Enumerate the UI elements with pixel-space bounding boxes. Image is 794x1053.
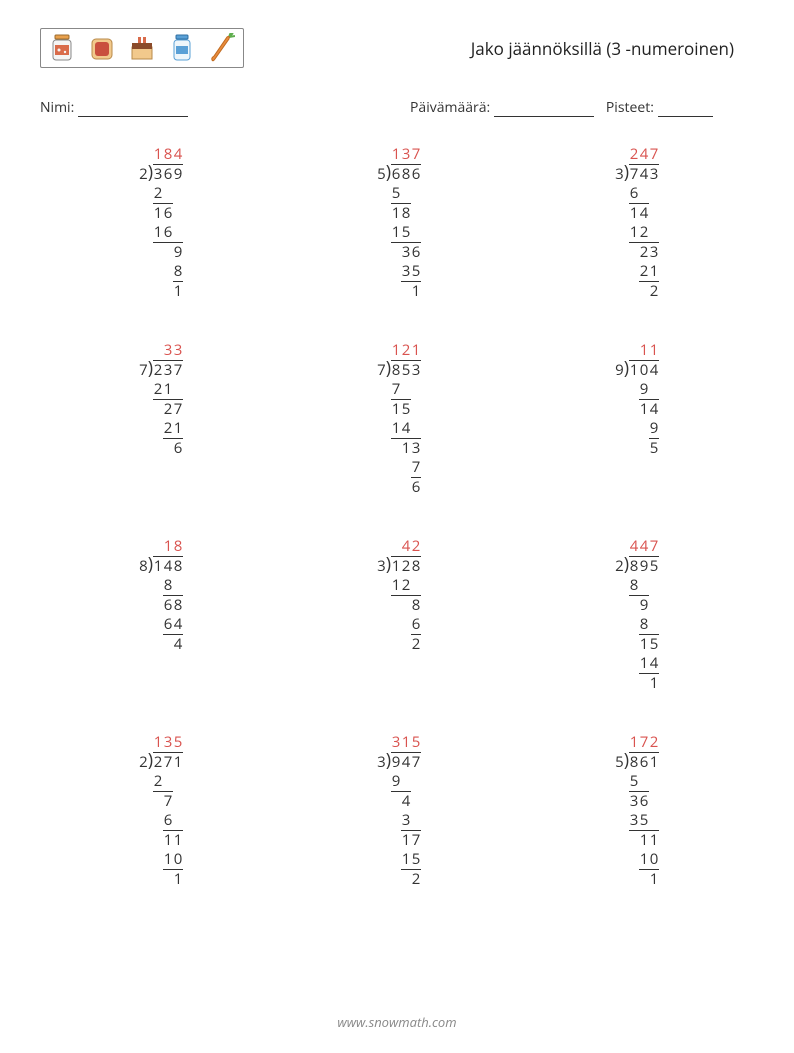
footer-url: www.snowmath.com (0, 1013, 794, 1031)
division-problem: 423)12812862 (278, 537, 516, 693)
icon-row (40, 28, 244, 68)
long-division: 1725)8615363511101 (611, 733, 659, 889)
long-division: 423)12812862 (373, 537, 421, 693)
division-problem: 1725)8615363511101 (516, 733, 754, 889)
blue-jar-icon (169, 33, 195, 63)
score-label: Pisteet: (606, 98, 654, 117)
division-problem: 2473)7436141223212 (516, 145, 754, 301)
date-field: Päivämäärä: (410, 98, 594, 117)
date-label: Päivämäärä: (410, 98, 490, 117)
long-division: 4472)89589815141 (611, 537, 659, 693)
jar-icon (49, 33, 75, 63)
date-blank[interactable] (494, 102, 594, 117)
long-division: 1842)36921616981 (135, 145, 183, 301)
score-field: Pisteet: (606, 98, 713, 117)
long-division: 1217)853715141376 (373, 341, 421, 497)
score-blank[interactable] (658, 102, 713, 117)
division-problem: 4472)89589815141 (516, 537, 754, 693)
name-label: Nimi: (40, 98, 74, 117)
division-problem: 1352)27127611101 (40, 733, 278, 889)
info-row: Nimi: Päivämäärä: Pisteet: (40, 98, 754, 117)
worksheet-title: Jako jäännöksillä (3 -numeroinen) (471, 37, 734, 60)
header: Jako jäännöksillä (3 -numeroinen) (40, 24, 754, 72)
long-division: 2473)7436141223212 (611, 145, 659, 301)
long-division: 3153)94794317152 (373, 733, 421, 889)
division-problem: 188)148868644 (40, 537, 278, 693)
long-division: 188)148868644 (135, 537, 183, 693)
long-division: 119)10491495 (611, 341, 659, 497)
long-division: 1375)6865181536351 (373, 145, 421, 301)
division-problem: 1842)36921616981 (40, 145, 278, 301)
cake-icon (129, 33, 155, 63)
division-problem: 337)2372127216 (40, 341, 278, 497)
division-problem: 1217)853715141376 (278, 341, 516, 497)
worksheet-page: Jako jäännöksillä (3 -numeroinen) Nimi: … (0, 0, 794, 1053)
name-blank[interactable] (78, 102, 188, 117)
carrot-icon (209, 33, 235, 63)
division-problem: 119)10491495 (516, 341, 754, 497)
name-field: Nimi: (40, 98, 410, 117)
division-problem: 1375)6865181536351 (278, 145, 516, 301)
division-problem: 3153)94794317152 (278, 733, 516, 889)
bread-icon (89, 33, 115, 63)
long-division: 1352)27127611101 (135, 733, 183, 889)
problem-grid: 1842)36921616981 1375)6865181536351 2473)7… (40, 145, 754, 889)
long-division: 337)2372127216 (135, 341, 183, 497)
